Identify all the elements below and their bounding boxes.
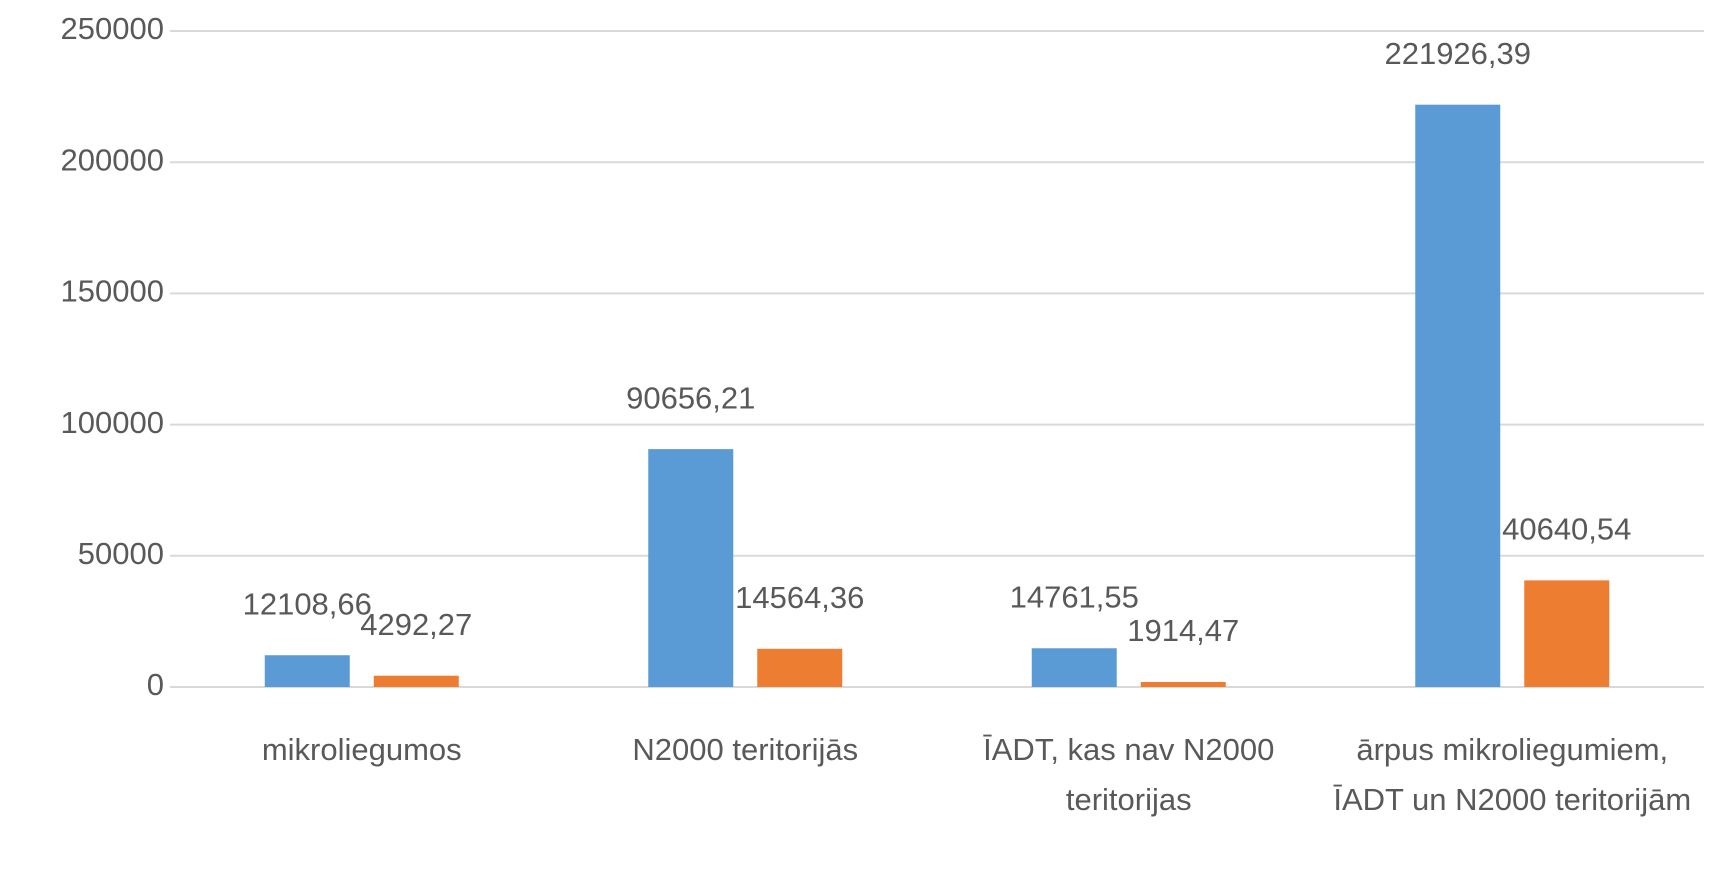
bar: [1415, 104, 1501, 687]
y-tick-label: 0: [147, 667, 164, 702]
x-tick-label: ĪADT, kas nav N2000 teritorijas: [983, 732, 1275, 817]
bar: [1140, 681, 1226, 687]
bar: [1031, 648, 1117, 687]
data-label: 14761,55: [1010, 579, 1139, 614]
bar: [264, 655, 350, 687]
data-label: 12108,66: [243, 586, 372, 621]
x-tick-label: mikroliegumos: [261, 732, 462, 767]
x-tick-label: ārpus mikroliegumiem, ĪADT un N2000 teri…: [1333, 732, 1692, 817]
y-tick-label: 200000: [61, 142, 164, 177]
bar: [648, 449, 734, 687]
data-label: 221926,39: [1384, 36, 1531, 71]
y-tick-label: 100000: [61, 405, 164, 440]
data-label: 40640,54: [1502, 512, 1631, 547]
data-label: 1914,47: [1127, 613, 1239, 648]
bar: [373, 675, 459, 687]
data-label: 90656,21: [626, 380, 755, 415]
bar: [1524, 580, 1610, 687]
bar: [757, 648, 843, 687]
data-label: 14564,36: [735, 580, 864, 615]
x-tick-label: N2000 teritorijās: [632, 732, 859, 767]
y-tick-label: 250000: [61, 11, 164, 46]
y-tick-label: 150000: [61, 274, 164, 309]
y-tick-label: 50000: [78, 536, 164, 571]
data-label: 4292,27: [360, 607, 472, 642]
